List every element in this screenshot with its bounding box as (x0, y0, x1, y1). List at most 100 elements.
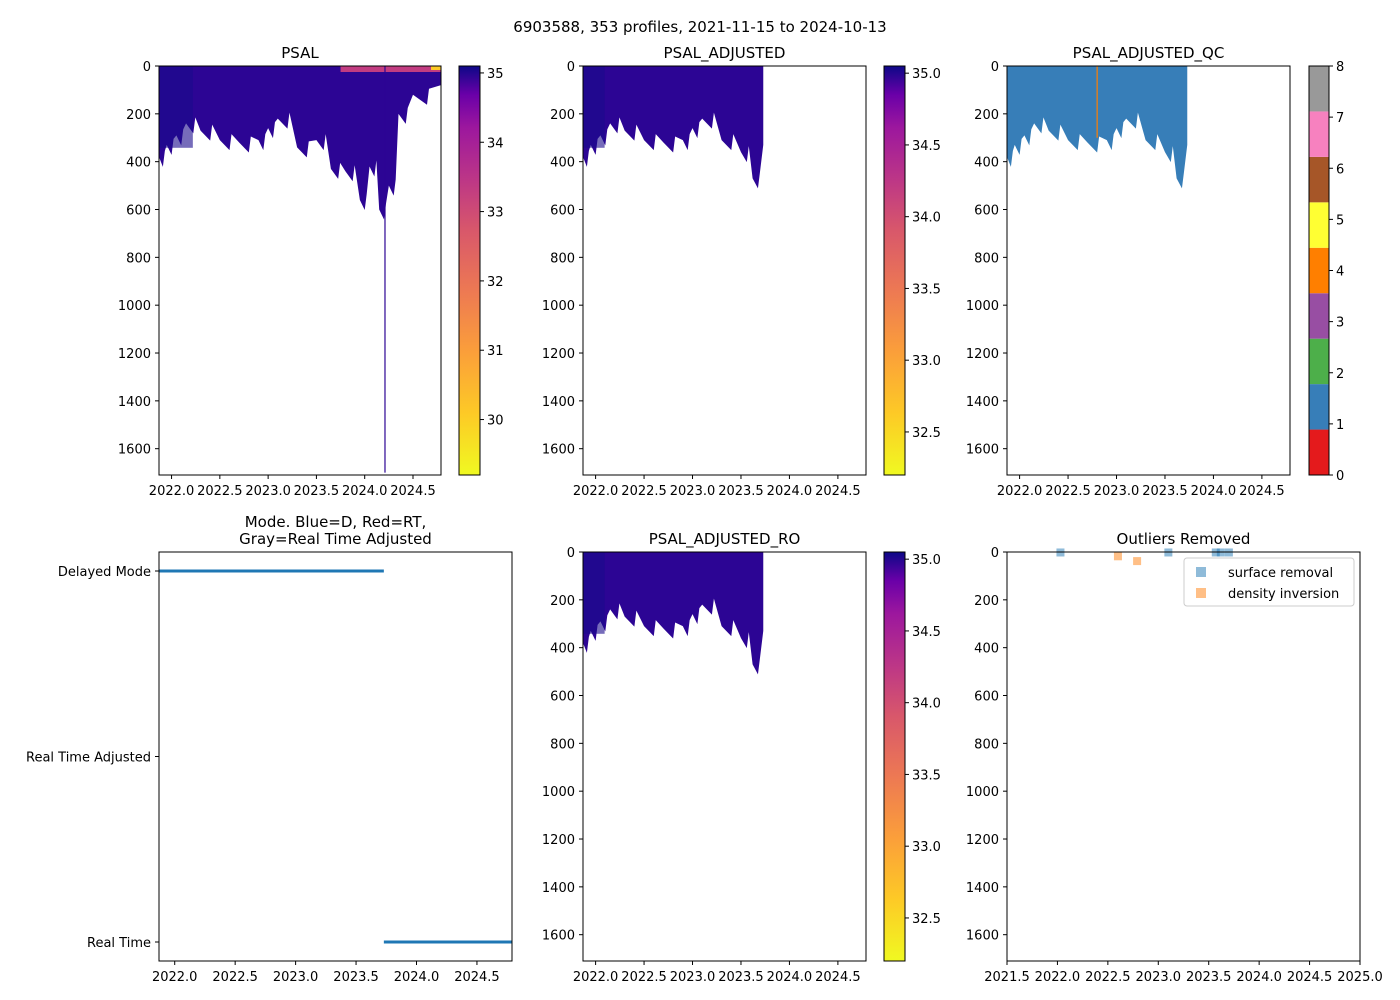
x-tick-label: 2024.5 (390, 484, 436, 499)
x-tick-label: 2023.5 (294, 484, 340, 499)
colorbar-segment (1309, 66, 1329, 112)
x-tick-label: 2024.5 (815, 484, 861, 499)
plot-frame (1006, 551, 1361, 962)
colorbar-tick-label: 1 (1336, 418, 1344, 433)
y-tick-label: 400 (126, 156, 151, 171)
panel-psal: PSAL 2022.0 2022.5 2023.0 2023.5 2024.0 2024.5… (118, 44, 504, 499)
colorbar-tick-label: 3 (1336, 316, 1344, 331)
y-tick-label: 800 (126, 251, 151, 266)
y-tick-label: 600 (126, 204, 151, 219)
y-tick-label: 400 (974, 156, 999, 171)
x-tick-label: 2022.5 (1085, 970, 1131, 985)
plot-frame (1006, 65, 1291, 476)
y-tick-label: 0 (567, 546, 575, 561)
colorbar-tick-label: 34.5 (912, 625, 941, 640)
colorbar-tick-label: 35.0 (912, 67, 941, 82)
colorbar-segment (1309, 384, 1329, 430)
y-tick-label: 800 (550, 251, 575, 266)
profile-fill (583, 552, 764, 675)
x-tick-label: 2024.0 (1191, 484, 1237, 499)
x-tick-label: 2025.0 (1337, 970, 1383, 985)
y-tick-label: 1600 (542, 929, 575, 944)
x-tick-label: 2022.5 (1045, 484, 1091, 499)
y-tick-label: 800 (550, 737, 575, 752)
y-tick-label: 600 (974, 204, 999, 219)
colorbar-segment (1309, 202, 1329, 248)
y-tick-label: 0 (991, 546, 999, 561)
x-tick-label: 2023.5 (1142, 484, 1188, 499)
y-tick-label: 200 (550, 108, 575, 123)
x-tick-label: 2022.5 (212, 970, 258, 985)
colorbar-tick-label: 32.5 (912, 912, 941, 927)
legend-marker (1196, 567, 1206, 577)
x-tick-label: 2023.0 (273, 970, 319, 985)
y-tick-label: 1600 (542, 443, 575, 458)
y-tick-label: 200 (126, 108, 151, 123)
plot-title: Mode. Blue=D, Red=RT, (245, 513, 427, 531)
colorbar-tick-label: 34.0 (912, 211, 941, 226)
colorbar-tick-label: 33.0 (912, 840, 941, 855)
colorbar-tick-label: 33 (487, 206, 504, 221)
legend-label: surface removal (1228, 566, 1333, 581)
y-tick-label: 400 (974, 642, 999, 657)
x-tick-label: 2024.5 (1287, 970, 1333, 985)
y-tick-label: 1200 (966, 347, 999, 362)
fresh-surface-layer (431, 66, 441, 70)
colorbar-tick-label: 32.5 (912, 426, 941, 441)
colorbar-tick-label: 6 (1336, 162, 1344, 177)
colorbar-frame (458, 65, 481, 476)
y-tick-label: 400 (550, 156, 575, 171)
y-tick-label: 1400 (118, 395, 151, 410)
plot-frame (158, 65, 442, 476)
x-tick-label: 2022.5 (197, 484, 243, 499)
plot-title: Outliers Removed (1117, 530, 1251, 548)
colorbar-tick-label: 35 (487, 67, 504, 82)
outlier-point (1113, 552, 1122, 561)
colorbar-segment (1309, 247, 1329, 294)
y-tick-label: 1000 (966, 299, 999, 314)
x-tick-label: 2022.0 (152, 970, 198, 985)
x-tick-label: 2022.0 (149, 484, 195, 499)
y-tick-label: 200 (974, 594, 999, 609)
colorbar-gradient (459, 66, 480, 475)
y-tick-label: 1200 (542, 833, 575, 848)
plot-frame (158, 551, 513, 962)
x-tick-label: 2023.5 (718, 484, 764, 499)
colorbar-tick-label: 33.5 (912, 282, 941, 297)
x-tick-label: 2023.5 (1186, 970, 1232, 985)
y-tick-label: 600 (550, 690, 575, 705)
x-tick-label: 2023.5 (333, 970, 379, 985)
colorbar-tick-label: 2 (1336, 367, 1344, 382)
x-tick-label: 2023.0 (670, 970, 716, 985)
x-tick-label: 2023.0 (1136, 970, 1182, 985)
colorbar-tick-label: 33.5 (912, 768, 941, 783)
x-tick-label: 2023.5 (718, 970, 764, 985)
legend-marker (1196, 588, 1206, 598)
colorbar-tick-label: 34.5 (912, 139, 941, 154)
colorbar-tick-label: 31 (487, 344, 504, 359)
y-tick-label: 800 (974, 737, 999, 752)
y-tick-label: 1000 (118, 299, 151, 314)
x-tick-label: 2024.5 (1239, 484, 1285, 499)
x-tick-label: 2022.0 (1035, 970, 1081, 985)
figure-suptitle: 6903588, 353 profiles, 2021-11-15 to 202… (513, 18, 886, 36)
colorbar-tick-label: 8 (1336, 60, 1344, 75)
panel-mode: Mode. Blue=D, Red=RT,Gray=Real Time Adju… (26, 513, 513, 985)
x-tick-label: 2022.0 (997, 484, 1043, 499)
plot-title: PSAL_ADJUSTED_RO (649, 530, 801, 549)
plot-frame (582, 65, 867, 476)
x-tick-label: 2024.5 (454, 970, 500, 985)
y-tick-label: 600 (550, 204, 575, 219)
colorbar-gradient (884, 66, 905, 475)
x-tick-label: 2024.0 (394, 970, 440, 985)
profile-fill (583, 66, 764, 189)
x-tick-label: 2022.0 (573, 970, 619, 985)
surface-band (159, 66, 193, 148)
surface-band (583, 66, 605, 148)
x-tick-label: 2022.0 (573, 484, 619, 499)
x-tick-label: 2024.0 (767, 484, 813, 499)
y-tick-label: 1200 (542, 347, 575, 362)
x-tick-label: 2021.5 (984, 970, 1030, 985)
colorbar-tick-label: 4 (1336, 265, 1344, 280)
